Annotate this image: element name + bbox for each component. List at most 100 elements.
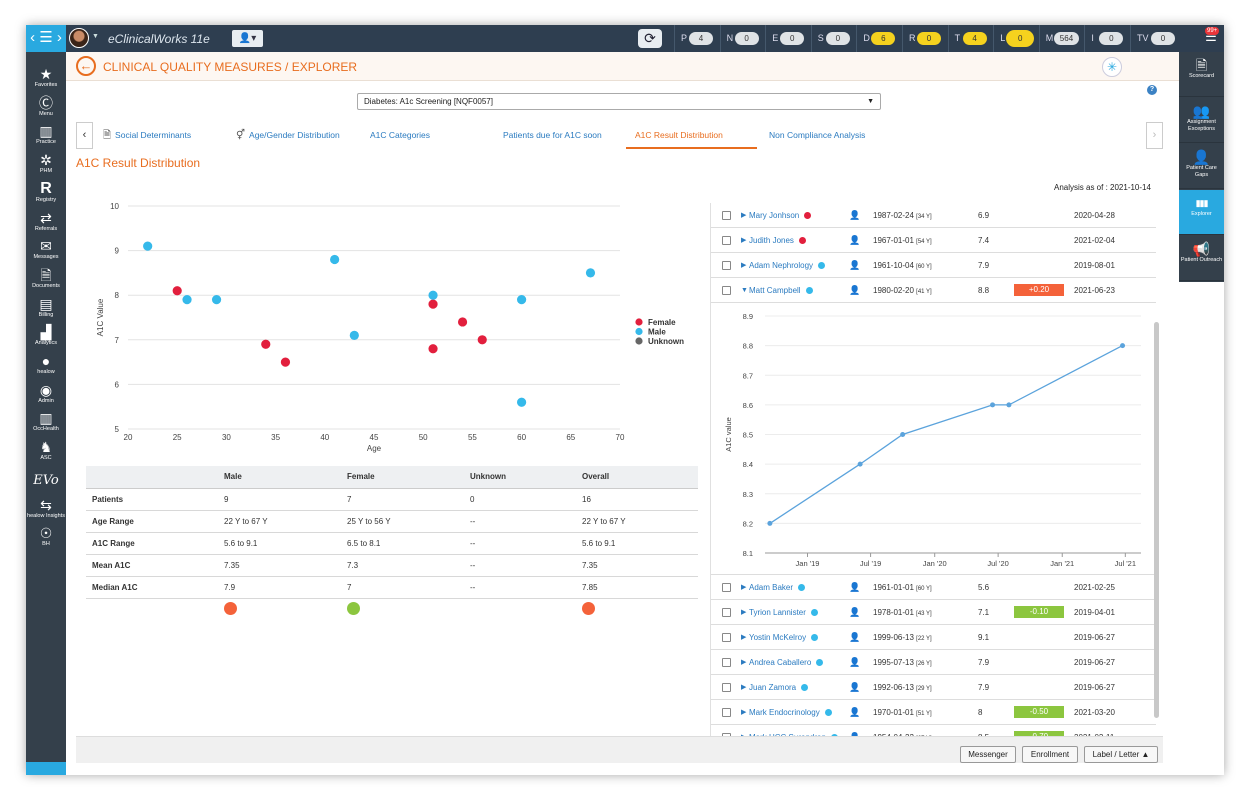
scatter-point-female[interactable] bbox=[457, 317, 468, 327]
nav-item-messages[interactable]: ✉ Messages bbox=[26, 237, 66, 266]
patient-row[interactable]: ▶ Adam Nephrology 👤 1961-10-04 [60 Y] 7.9 201… bbox=[711, 253, 1156, 278]
nav-item-menu[interactable]: Ⓒ Menu bbox=[26, 94, 66, 123]
nav-item-admin[interactable]: ◉ Admin bbox=[26, 381, 66, 410]
scatter-point-male[interactable] bbox=[349, 330, 359, 340]
right-nav-patient-care-gaps[interactable]: 👤 Patient Care Gaps bbox=[1179, 144, 1224, 189]
expand-icon[interactable]: ▶ bbox=[741, 262, 747, 269]
expand-icon[interactable]: ▶ bbox=[741, 709, 747, 716]
patient-row[interactable]: ▶ Andrea Caballero 👤 1995-07-13 [26 Y] 7.9 20… bbox=[711, 650, 1156, 675]
patient-row[interactable]: ▶ Juan Zamora 👤 1992-06-13 [29 Y] 7.9 2019-06… bbox=[711, 675, 1156, 700]
back-button[interactable]: ← bbox=[76, 56, 96, 76]
nav-item-practice[interactable]: ▥ Practice bbox=[26, 122, 66, 151]
patient-info-icon[interactable]: 👤 bbox=[849, 707, 861, 717]
patient-name-link[interactable]: Mark Endocrinology bbox=[749, 708, 820, 717]
scatter-point-female[interactable] bbox=[280, 357, 291, 367]
row-checkbox[interactable] bbox=[722, 583, 731, 592]
label-letter-button[interactable]: Label / Letter ▲ bbox=[1084, 746, 1158, 763]
patient-name-link[interactable]: Yostin McKelroy bbox=[749, 633, 807, 642]
scatter-point-female[interactable] bbox=[428, 299, 438, 309]
nav-item-occhealth[interactable]: ▥ OccHealth bbox=[26, 409, 66, 438]
row-checkbox[interactable] bbox=[722, 211, 731, 220]
patient-row[interactable]: ▼ Matt Campbell 👤 1980-02-20 [41 Y] 8.8 +0.20… bbox=[711, 278, 1156, 303]
nav-item-phm[interactable]: ✲ PHM bbox=[26, 151, 66, 180]
help-icon[interactable]: ? bbox=[1147, 85, 1157, 95]
patient-info-icon[interactable]: 👤 bbox=[849, 582, 861, 592]
nav-item-healow-insights[interactable]: ⇆ healow Insights bbox=[26, 496, 66, 525]
patient-info-icon[interactable]: 👤 bbox=[849, 607, 861, 617]
patient-info-icon[interactable]: 👤 bbox=[849, 632, 861, 642]
scrollbar[interactable] bbox=[1154, 322, 1159, 718]
scatter-point-male[interactable] bbox=[428, 290, 438, 300]
trend-point[interactable] bbox=[990, 402, 996, 408]
scatter-point-male[interactable] bbox=[143, 241, 153, 251]
patient-name-link[interactable]: Matt Campbell bbox=[749, 286, 801, 295]
patient-info-icon[interactable]: 👤 bbox=[849, 260, 861, 270]
row-checkbox[interactable] bbox=[722, 236, 731, 245]
notifications-icon[interactable]: ☰ 99+ bbox=[1205, 27, 1220, 44]
patient-info-icon[interactable]: 👤 bbox=[849, 210, 861, 220]
row-checkbox[interactable] bbox=[722, 683, 731, 692]
nav-item-favorites[interactable]: ★ Favorites bbox=[26, 65, 66, 94]
patient-row[interactable]: ▶ Tyrion Lannister 👤 1978-01-01 [43 Y] 7.1 -0… bbox=[711, 600, 1156, 625]
trend-point[interactable] bbox=[900, 432, 906, 437]
scatter-point-male[interactable] bbox=[330, 254, 340, 265]
measure-select[interactable]: Diabetes: A1c Screening [NQF0057] ▼ bbox=[357, 93, 881, 110]
scatter-point-female[interactable] bbox=[428, 344, 438, 354]
nav-item-asc[interactable]: ♞ ASC bbox=[26, 438, 66, 467]
patient-info-icon[interactable]: 👤 bbox=[849, 682, 861, 692]
main-menu-button[interactable]: ‹ ☰ › bbox=[26, 25, 66, 52]
trend-point[interactable] bbox=[1120, 343, 1126, 349]
patient-name-link[interactable]: Tyrion Lannister bbox=[749, 608, 806, 617]
scatter-point-female[interactable] bbox=[261, 339, 271, 349]
nav-item-billing[interactable]: ▤ Billing bbox=[26, 295, 66, 324]
tab-age-gender[interactable]: ⚥ Age/Gender Distribution bbox=[236, 122, 340, 149]
tab-next-button[interactable]: › bbox=[1146, 122, 1163, 149]
counter-m[interactable]: M 564 bbox=[1038, 25, 1085, 52]
patient-name-link[interactable]: Juan Zamora bbox=[749, 683, 797, 692]
patient-name-link[interactable]: Andrea Caballero bbox=[749, 658, 812, 667]
patient-info-icon[interactable]: 👤 bbox=[849, 732, 861, 738]
patient-row[interactable]: ▶ Judith Jones 👤 1967-01-01 [54 Y] 7.4 2021-0… bbox=[711, 228, 1156, 253]
patient-info-icon[interactable]: 👤 bbox=[849, 235, 861, 245]
scatter-point-male[interactable] bbox=[517, 397, 527, 407]
trend-point[interactable] bbox=[857, 461, 863, 467]
expand-icon[interactable]: ▶ bbox=[741, 634, 747, 641]
patient-info-icon[interactable]: 👤 bbox=[849, 657, 861, 667]
scatter-point-male[interactable] bbox=[517, 295, 527, 305]
row-checkbox[interactable] bbox=[722, 608, 731, 617]
nav-item-documents[interactable]: 🗎 Documents bbox=[26, 266, 66, 295]
right-nav-scorecard[interactable]: 🗎 Scorecard bbox=[1179, 52, 1224, 97]
tab-patients-due[interactable]: Patients due for A1C soon bbox=[503, 122, 602, 149]
collapse-icon[interactable]: ▼ bbox=[741, 287, 748, 294]
messenger-button[interactable]: Messenger bbox=[960, 746, 1016, 763]
scatter-point-female[interactable] bbox=[172, 286, 182, 296]
expand-icon[interactable]: ▶ bbox=[741, 212, 747, 219]
tab-social-determinants[interactable]: 🗎 Social Determinants bbox=[103, 122, 191, 149]
scatter-point-male[interactable] bbox=[211, 295, 222, 305]
row-checkbox[interactable] bbox=[722, 733, 731, 738]
nav-item-analytics[interactable]: ▟ Analytics bbox=[26, 323, 66, 352]
right-nav-patient-outreach[interactable]: 📢 Patient Outreach bbox=[1179, 236, 1224, 281]
expand-icon[interactable]: ▶ bbox=[741, 684, 747, 691]
patient-row[interactable]: ▶ Mark Endocrinology 👤 1970-01-01 [51 Y] 8 -0… bbox=[711, 700, 1156, 725]
trend-point[interactable] bbox=[1006, 402, 1012, 408]
scatter-point-male[interactable] bbox=[585, 268, 596, 278]
row-checkbox[interactable] bbox=[722, 261, 731, 270]
patient-name-link[interactable]: Mary Jonhson bbox=[749, 211, 800, 220]
patient-info-icon[interactable]: 👤 bbox=[849, 285, 861, 295]
tab-non-compliance[interactable]: Non Compliance Analysis bbox=[769, 122, 865, 149]
scatter-point-male[interactable] bbox=[182, 295, 192, 305]
patient-row[interactable]: ▶ Adam Baker 👤 1961-01-01 [60 Y] 5.6 2021-02-… bbox=[711, 575, 1156, 600]
tab-prev-button[interactable]: ‹ bbox=[76, 122, 93, 149]
settings-icon[interactable]: ✳ bbox=[1102, 57, 1122, 77]
scatter-point-female[interactable] bbox=[477, 335, 487, 345]
tab-a1c-result-distribution[interactable]: A1C Result Distribution bbox=[626, 122, 757, 149]
expand-icon[interactable]: ▶ bbox=[741, 609, 747, 616]
